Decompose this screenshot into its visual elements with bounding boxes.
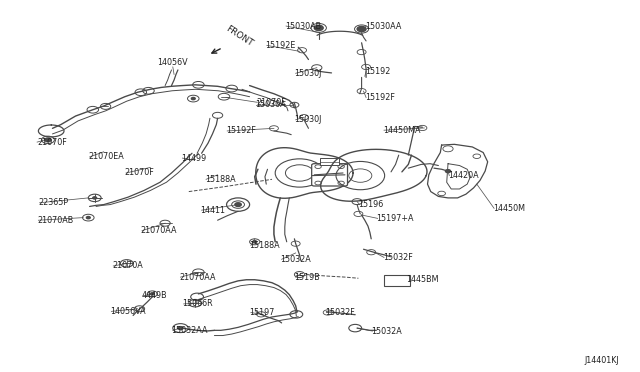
Text: 15192: 15192 [365,67,390,76]
Text: 15032AA: 15032AA [172,326,208,335]
Text: 15030AB: 15030AB [285,22,321,31]
Text: 15192E: 15192E [266,41,296,50]
Text: 21070EA: 21070EA [88,153,124,161]
Text: FRONT: FRONT [224,24,255,48]
Circle shape [150,293,154,295]
Circle shape [253,241,257,243]
Circle shape [445,170,451,173]
Text: 15192F: 15192F [226,126,256,135]
Text: 15192F: 15192F [365,93,395,102]
Text: J14401KJ: J14401KJ [585,356,620,365]
Text: 14450M: 14450M [493,204,525,213]
Text: 15032A: 15032A [280,255,311,264]
Text: 21070E: 21070E [256,98,286,107]
Text: 15188A: 15188A [205,175,236,184]
Text: 14056V: 14056V [157,58,188,67]
Text: 15197+A: 15197+A [376,214,414,223]
Text: 15032F: 15032F [383,253,412,262]
Text: 21070AA: 21070AA [179,273,216,282]
Text: 15030A: 15030A [255,100,285,109]
Circle shape [45,138,51,142]
Text: 21070AA: 21070AA [141,226,177,235]
Text: 15030AA: 15030AA [365,22,401,31]
Text: 1519B: 1519B [294,273,320,282]
Text: 15196: 15196 [358,200,383,209]
Text: 15188A: 15188A [250,241,280,250]
Circle shape [86,217,90,219]
Text: 14420A: 14420A [448,171,479,180]
Text: 14499: 14499 [181,154,206,163]
Text: 1445BM: 1445BM [406,275,439,284]
Text: 21070F: 21070F [37,138,67,147]
Text: 14056VA: 14056VA [110,307,146,316]
Text: 4449B: 4449B [142,291,168,300]
Text: 15030J: 15030J [294,69,322,78]
Text: 21070F: 21070F [125,169,154,177]
Text: 15032A: 15032A [371,327,402,336]
Bar [384,275,410,286]
Circle shape [93,197,97,199]
Circle shape [357,26,366,32]
Text: 14411: 14411 [200,206,225,215]
Text: 15197: 15197 [250,308,275,317]
Text: 21070A: 21070A [112,262,143,270]
Text: 15066R: 15066R [182,299,213,308]
Bar [320,158,339,165]
Circle shape [191,97,195,100]
Circle shape [314,25,323,31]
Text: 21070AB: 21070AB [37,216,74,225]
Text: 15030J: 15030J [294,115,322,124]
Circle shape [178,327,183,330]
FancyBboxPatch shape [312,164,348,186]
Text: 15032F: 15032F [325,308,355,317]
Circle shape [235,203,241,206]
Text: 14450MA: 14450MA [383,126,420,135]
Text: 22365P: 22365P [38,198,68,207]
